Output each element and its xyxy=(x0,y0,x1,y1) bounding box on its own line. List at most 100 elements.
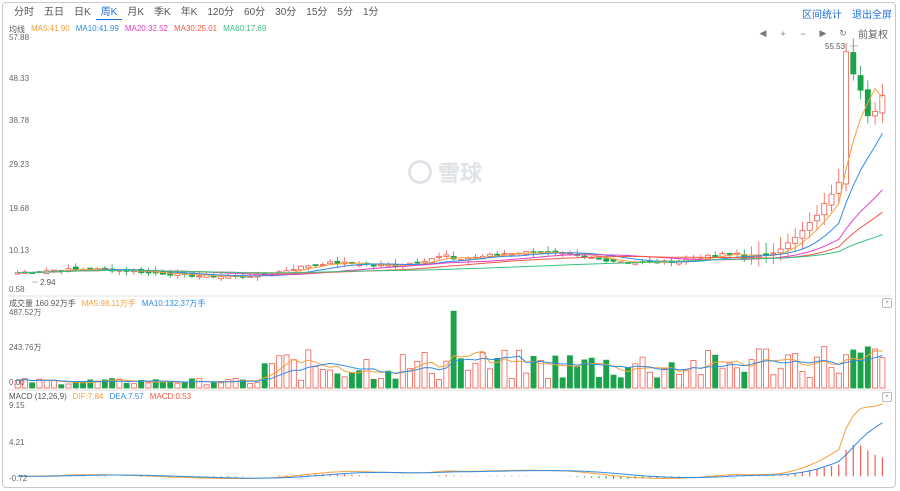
tab-2[interactable]: 日K xyxy=(74,7,91,18)
high-price-label: 55.53 xyxy=(825,42,846,51)
candle-body xyxy=(196,275,203,278)
ma10-line xyxy=(17,133,883,277)
tab-1[interactable]: 五日 xyxy=(44,7,64,18)
volume-bar xyxy=(748,359,755,389)
volume-bar xyxy=(443,360,450,389)
scroll-left-icon[interactable]: ◀ xyxy=(759,28,767,38)
volume-bar xyxy=(465,369,472,389)
zoom-in-icon[interactable]: + xyxy=(780,28,786,39)
candle-body xyxy=(712,255,719,257)
candle-body xyxy=(726,253,733,255)
y-tick-label: 0.00 xyxy=(9,378,25,387)
volume-bar xyxy=(319,369,326,389)
volume-bar xyxy=(457,358,464,389)
volume-bar xyxy=(516,349,522,389)
tab-8[interactable]: 60分 xyxy=(244,7,266,18)
tab-10[interactable]: 15分 xyxy=(306,7,328,18)
volume-bar xyxy=(712,354,719,389)
legend-item: DIF:7.84 xyxy=(72,392,104,401)
tab-0[interactable]: 分时 xyxy=(14,7,34,18)
volume-bar xyxy=(668,362,675,389)
candle-body xyxy=(494,253,501,256)
candle-body xyxy=(799,230,806,239)
volume-bar xyxy=(203,384,210,389)
tab-5[interactable]: 季K xyxy=(154,7,171,18)
candle-body xyxy=(879,95,886,114)
volume-bar xyxy=(821,346,828,389)
volume-bar xyxy=(385,370,392,389)
volume-bar xyxy=(130,383,137,389)
tab-6[interactable]: 年K xyxy=(180,7,198,18)
scroll-right-icon[interactable]: ▶ xyxy=(819,28,827,38)
volume-bar xyxy=(290,359,297,389)
exit-fullscreen-link[interactable]: 退出全屏 xyxy=(852,10,892,21)
volume-bar xyxy=(755,348,762,389)
y-tick-label: 48.33 xyxy=(9,74,30,83)
collapse-volume-icon[interactable]: × xyxy=(882,298,892,308)
collapse-macd-icon[interactable]: × xyxy=(882,392,892,402)
y-tick-label: 243.76万 xyxy=(9,343,42,352)
volume-bar xyxy=(588,357,595,389)
tab-7[interactable]: 120分 xyxy=(207,7,235,18)
volume-bar xyxy=(675,373,682,389)
volume-bar xyxy=(378,378,384,389)
volume-bar xyxy=(864,346,871,389)
candle-body xyxy=(814,214,820,222)
adjust-mode-label[interactable]: 前复权 xyxy=(858,30,888,41)
volume-bar xyxy=(167,381,174,389)
low-price-label: 2.94 xyxy=(40,278,56,287)
tab-3[interactable]: 周K xyxy=(95,6,123,20)
volume-bar xyxy=(530,356,537,389)
volume-bar xyxy=(101,379,108,389)
volume-bar xyxy=(472,362,479,389)
volume-bar xyxy=(857,352,864,389)
candle-body xyxy=(436,255,443,258)
volume-bar xyxy=(450,310,457,389)
candle-body xyxy=(784,242,791,249)
candle-body xyxy=(763,253,770,256)
tab-9[interactable]: 30分 xyxy=(275,7,297,18)
volume-bar xyxy=(254,382,261,389)
volume-bar xyxy=(58,384,65,389)
candle-body xyxy=(298,265,304,271)
tab-4[interactable]: 月K xyxy=(127,7,145,18)
reset-icon[interactable]: ↻ xyxy=(839,28,847,38)
candle-body xyxy=(596,257,602,260)
volume-bar xyxy=(792,353,799,389)
volume-bar xyxy=(814,356,820,389)
volume-bar xyxy=(218,382,225,389)
volume-bar xyxy=(407,368,413,389)
volume-legend: 成交量 160.92万手 MA5:98.11万手 MA10:132.37万手 xyxy=(9,298,205,309)
range-stats-link[interactable]: 区间统计 xyxy=(802,10,842,21)
candle-body xyxy=(850,52,857,75)
y-tick-label: 487.52万 xyxy=(9,308,42,317)
y-tick-label: 0.58 xyxy=(9,285,25,294)
volume-bar xyxy=(537,359,544,389)
legend-item: MACD:0.53 xyxy=(149,392,192,401)
snowball-logo-icon xyxy=(408,160,432,184)
volume-bar xyxy=(414,360,421,389)
volume-bar xyxy=(581,359,588,389)
candle-body xyxy=(792,236,799,244)
volume-bar xyxy=(116,378,123,389)
tab-11[interactable]: 5分 xyxy=(337,7,353,18)
zoom-out-icon[interactable]: − xyxy=(800,28,806,39)
volume-bar xyxy=(879,357,886,389)
volume-bar xyxy=(189,378,195,389)
tab-12[interactable]: 1分 xyxy=(362,7,379,18)
volume-bar xyxy=(726,362,733,389)
volume-bar xyxy=(152,379,159,389)
volume-bar xyxy=(843,354,849,389)
macd-legend: MACD (12,26,9) DIF:7.84 DEA:7.57 MACD:0.53 xyxy=(9,392,191,401)
legend-item: MA60:17.69 xyxy=(223,24,267,33)
y-tick-label: 38.78 xyxy=(9,116,30,125)
volume-bar xyxy=(479,352,486,389)
dea-line xyxy=(17,422,883,479)
y-tick-label: 4.21 xyxy=(9,438,25,447)
y-tick-label: 57.88 xyxy=(9,33,30,42)
candle-body xyxy=(72,266,79,270)
price-legend: 均线 MA5:41.90 MA10:41.99 MA20:32.52 MA30:25.0… xyxy=(9,24,266,35)
volume-bar xyxy=(65,383,72,389)
volume-bar xyxy=(43,380,50,389)
